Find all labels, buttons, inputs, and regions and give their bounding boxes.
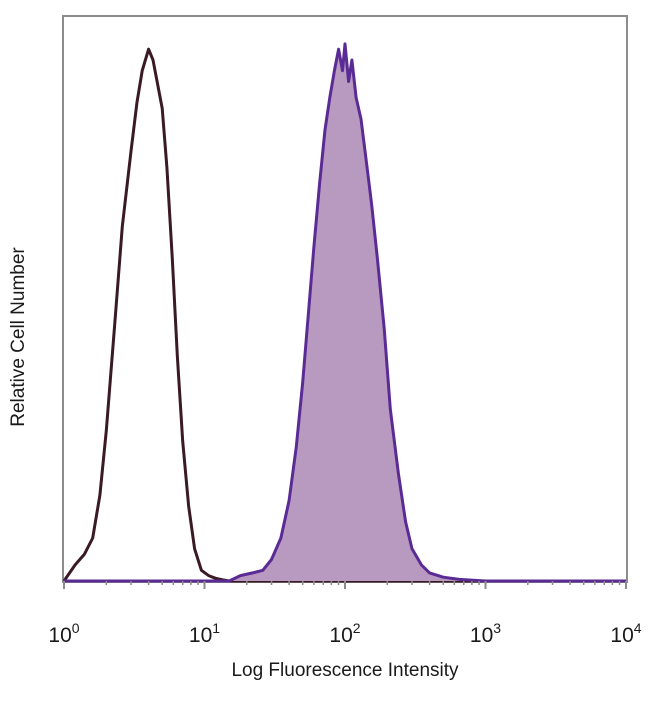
x-axis: 100 101 102 103 104 (48, 581, 642, 647)
x-tick-label: 101 (189, 620, 220, 647)
x-tick-label: 100 (48, 620, 79, 647)
series-layer (62, 42, 626, 583)
x-axis-title: Log Fluorescence Intensity (231, 660, 459, 681)
y-axis-title: Relative Cell Number (8, 247, 29, 427)
series-2-area (64, 43, 626, 581)
series-2-line (64, 42, 626, 583)
x-tick-label: 103 (470, 620, 501, 647)
x-tick-label: 104 (610, 620, 641, 647)
x-tick-label: 102 (329, 620, 360, 647)
